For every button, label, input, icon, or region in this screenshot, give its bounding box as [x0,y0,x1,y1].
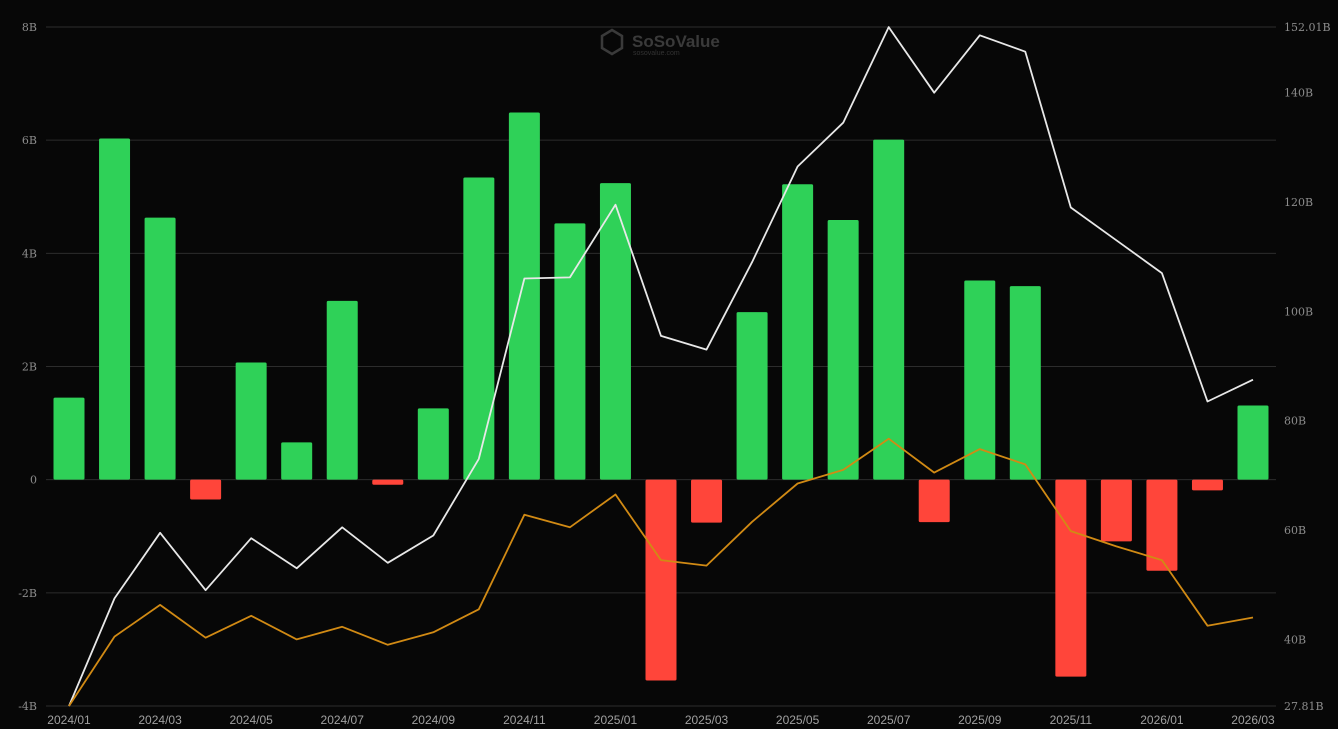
x-tick-label: 2024/11 [503,713,546,727]
watermark-url: sosovalue.com [633,50,680,57]
flow-bar [1191,479,1223,491]
flow-bar [1146,479,1178,571]
left-tick-label: -4B [18,700,37,713]
left-axis: 8B 6B 4B 2B 0 -2B -4B [18,21,37,713]
right-tick-label: 60B [1284,524,1306,537]
x-tick-label: 2025/05 [776,713,820,727]
flow-bar [372,479,404,485]
flow-bar [463,177,495,480]
flow-bar [554,223,586,480]
x-tick-label: 2026/03 [1231,713,1275,727]
flow-bar [736,312,768,480]
right-axis: 152.01B 140B 120B 100B 80B 60B 40B 27.81B [1284,21,1331,713]
sosovalue-watermark: SoSoValue sosovalue.com [600,28,720,57]
right-tick-label: 100B [1284,305,1313,318]
flow-bar [1100,479,1132,542]
left-tick-label: 0 [30,474,37,487]
right-tick-label: 140B [1284,87,1313,100]
flow-bar [53,397,85,480]
left-tick-label: 6B [22,134,37,147]
cumulative-lines [68,26,1254,707]
x-tick-label: 2025/07 [867,713,911,727]
net-flow-bars [53,112,1269,681]
x-tick-label: 2025/09 [958,713,1002,727]
left-tick-label: 8B [22,21,37,34]
x-tick-label: 2024/01 [47,713,91,727]
right-tick-label: 152.01B [1284,21,1331,34]
left-tick-label: 4B [22,247,37,260]
total-value-line [68,26,1254,707]
right-tick-label: 120B [1284,196,1313,209]
flow-bar [99,138,131,480]
x-tick-label: 2026/01 [1140,713,1184,727]
x-tick-label: 2024/03 [138,713,182,727]
flow-bar [235,362,267,480]
secondary-line [68,437,1254,707]
right-tick-label: 40B [1284,633,1306,646]
flow-bar [918,479,950,523]
right-tick-label: 27.81B [1284,700,1324,713]
flow-bar [281,442,313,480]
x-tick-label: 2025/11 [1050,713,1093,727]
flow-bar [873,139,905,480]
flow-bar [645,479,677,681]
x-tick-label: 2024/05 [229,713,273,727]
x-tick-label: 2024/09 [412,713,456,727]
flow-bar [417,408,449,480]
flow-bar [1055,479,1087,677]
flow-bar [782,184,814,480]
flow-bar [1237,405,1269,480]
left-tick-label: 2B [22,361,37,374]
flow-bar [190,479,222,500]
flow-bar [964,280,996,480]
flow-bar [508,112,540,480]
flow-bar [144,217,176,480]
flow-bar [827,219,859,480]
x-tick-label: 2025/01 [594,713,638,727]
watermark-name: SoSoValue [632,32,720,51]
right-tick-label: 80B [1284,415,1306,428]
flow-bar [326,300,358,480]
x-tick-label: 2025/03 [685,713,729,727]
flow-bar [691,479,723,523]
flow-bar [1009,286,1041,480]
sosovalue-logo-icon [600,28,624,56]
x-tick-label: 2024/07 [321,713,365,727]
x-axis: 2024/01 2024/03 2024/05 2024/07 2024/09 2024/… [47,713,1275,727]
flow-bar [599,183,631,480]
left-tick-label: -2B [18,587,37,600]
